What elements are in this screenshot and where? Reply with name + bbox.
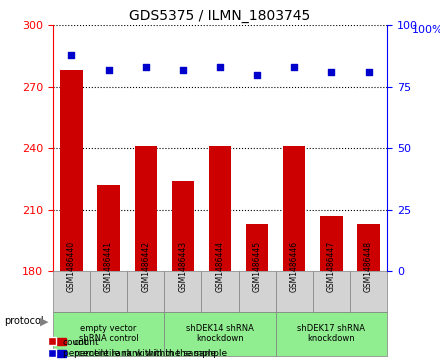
Point [291, 64, 298, 70]
Point [328, 69, 335, 75]
Text: empty vector
shRNA control: empty vector shRNA control [79, 324, 138, 343]
FancyBboxPatch shape [350, 271, 387, 312]
Text: GSM1486440: GSM1486440 [67, 240, 76, 291]
Text: ▶: ▶ [40, 316, 48, 326]
Text: shDEK14 shRNA
knockdown: shDEK14 shRNA knockdown [186, 324, 254, 343]
Bar [60, 70, 83, 363]
FancyBboxPatch shape [202, 271, 238, 312]
Bar [246, 224, 268, 363]
Text: GSM1486442: GSM1486442 [141, 241, 150, 291]
Text: shDEK17 shRNA
knockdown: shDEK17 shRNA knockdown [297, 324, 366, 343]
Bar [209, 146, 231, 363]
Point [105, 67, 112, 73]
FancyBboxPatch shape [164, 312, 276, 356]
Bar [135, 146, 157, 363]
Text: GSM1486444: GSM1486444 [216, 240, 224, 291]
Text: GSM1486446: GSM1486446 [290, 240, 299, 291]
FancyBboxPatch shape [90, 271, 127, 312]
Bar [172, 181, 194, 363]
Point [365, 69, 372, 75]
Point [180, 67, 187, 73]
Bar [283, 146, 305, 363]
Text: GSM1486448: GSM1486448 [364, 241, 373, 291]
Point [142, 64, 149, 70]
Text: protocol: protocol [4, 316, 44, 326]
Title: GDS5375 / ILMN_1803745: GDS5375 / ILMN_1803745 [129, 9, 311, 23]
Text: GSM1486447: GSM1486447 [327, 240, 336, 291]
FancyBboxPatch shape [313, 271, 350, 312]
Legend: count, percentile rank within the sample: count, percentile rank within the sample [48, 338, 216, 359]
FancyBboxPatch shape [238, 271, 276, 312]
FancyBboxPatch shape [53, 312, 164, 356]
Bar [97, 185, 120, 363]
Legend: count, percentile rank within the sample: count, percentile rank within the sample [57, 338, 227, 359]
FancyBboxPatch shape [127, 271, 164, 312]
Text: GSM1486441: GSM1486441 [104, 241, 113, 291]
Text: GSM1486445: GSM1486445 [253, 240, 262, 291]
Point [216, 64, 224, 70]
FancyBboxPatch shape [276, 271, 313, 312]
Point [253, 72, 260, 77]
Point [68, 52, 75, 58]
Bar [320, 216, 343, 363]
FancyBboxPatch shape [53, 271, 90, 312]
FancyBboxPatch shape [164, 271, 202, 312]
Text: GSM1486443: GSM1486443 [178, 240, 187, 291]
Bar [357, 224, 380, 363]
Y-axis label: 100%: 100% [411, 25, 440, 36]
FancyBboxPatch shape [276, 312, 387, 356]
